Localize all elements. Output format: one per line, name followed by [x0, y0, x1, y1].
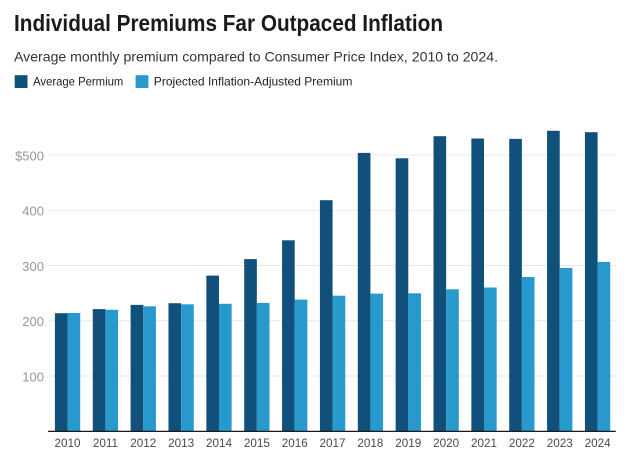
svg-text:2015: 2015: [244, 437, 271, 450]
svg-text:100: 100: [22, 369, 44, 384]
svg-text:2017: 2017: [320, 437, 346, 450]
svg-text:$500: $500: [15, 148, 44, 163]
svg-text:2014: 2014: [206, 437, 233, 450]
svg-text:Average monthly premium compar: Average monthly premium compared to Cons…: [14, 49, 498, 65]
svg-text:2024: 2024: [585, 437, 612, 450]
svg-text:2023: 2023: [547, 437, 573, 450]
svg-text:Individual Premiums Far Outpac: Individual Premiums Far Outpaced Inflati…: [14, 10, 443, 36]
svg-text:2020: 2020: [433, 437, 460, 450]
svg-text:2022: 2022: [509, 437, 535, 450]
svg-text:200: 200: [22, 314, 44, 329]
svg-text:2016: 2016: [282, 437, 308, 450]
svg-text:400: 400: [22, 204, 44, 219]
svg-text:Average Permium: Average Permium: [33, 75, 123, 89]
svg-text:Projected Inflation-Adjusted P: Projected Inflation-Adjusted Premium: [154, 75, 353, 89]
svg-text:2010: 2010: [55, 437, 82, 450]
svg-text:2021: 2021: [471, 437, 497, 450]
svg-text:2019: 2019: [395, 437, 421, 450]
svg-text:2011: 2011: [93, 437, 118, 450]
svg-text:2018: 2018: [357, 437, 383, 450]
svg-text:2012: 2012: [130, 437, 156, 450]
svg-text:300: 300: [22, 259, 44, 274]
svg-text:2013: 2013: [168, 437, 194, 450]
